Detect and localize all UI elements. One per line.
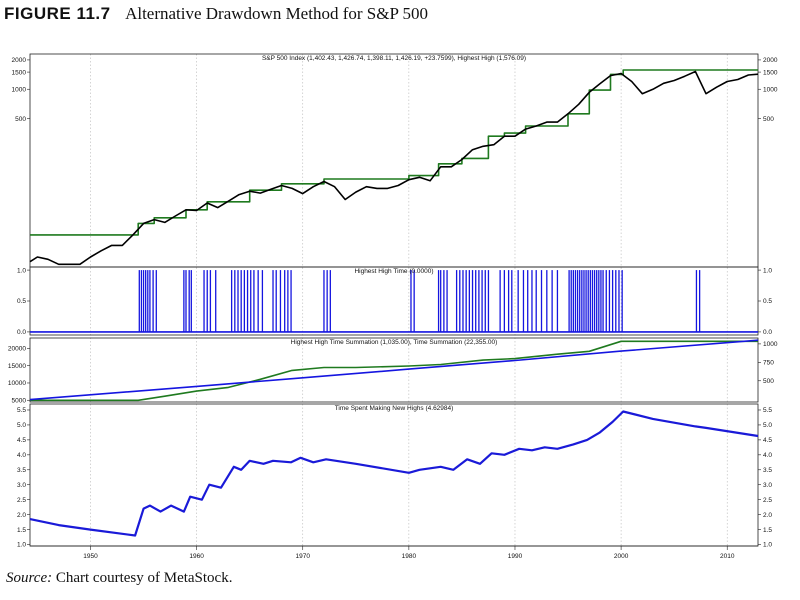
tsmnh-ylabel-right-3.5: 3.5 [763, 467, 772, 474]
x-label-1960: 1960 [189, 553, 204, 560]
source-prefix: Source: [6, 570, 53, 586]
tsmnh-ylabel-right-1.5: 1.5 [763, 527, 772, 534]
tsmnh-ylabel-left-1.0: 1.0 [17, 542, 26, 549]
tsmnh-ylabel-right-2.0: 2.0 [763, 512, 772, 519]
panel-frame-1 [29, 53, 759, 268]
hht-ylabel-left-0.5: 0.5 [17, 298, 26, 305]
sum2-ylabel-right-1000: 1000 [763, 341, 778, 348]
tsmnh-ylabel-right-4.5: 4.5 [763, 437, 772, 444]
sum-ylabel-left-10000: 10000 [8, 380, 26, 387]
x-label-1990: 1990 [508, 553, 523, 560]
hht-ylabel-right-1.0: 1.0 [763, 267, 772, 274]
price-ylabel-right-500: 500 [763, 116, 774, 123]
tsmnh-ylabel-right-2.5: 2.5 [763, 497, 772, 504]
chart-area: 500 500 1000 1000 1500 1500 2000 2000 S&P 500 In… [0, 44, 800, 562]
tsmnh-ylabel-left-2.0: 2.0 [17, 512, 26, 519]
sum2-ylabel-right-500: 500 [763, 378, 774, 385]
sum-ylabel-left-5000: 5000 [12, 397, 27, 404]
tsmnh-ylabel-left-2.5: 2.5 [17, 497, 26, 504]
panel-frame-3 [29, 337, 759, 403]
price-ylabel-left-2000: 2000 [12, 57, 27, 64]
source-note: Source: Chart courtesy of MetaStock. [6, 570, 232, 587]
tsmnh-ylabel-left-5.5: 5.5 [17, 407, 26, 414]
panel3-title: Highest High Time Summation (1,035.00), … [291, 339, 498, 346]
sp500-index-line [29, 70, 759, 266]
metastock-chart: 500 500 1000 1000 1500 1500 2000 2000 S&P 500 In… [8, 53, 778, 560]
panel2-title: Highest High Time (0.0000) [354, 268, 433, 275]
tsmnh-ylabel-left-4.5: 4.5 [17, 437, 26, 444]
tsmnh-ylabel-right-1.0: 1.0 [763, 542, 772, 549]
tsmnh-ylabel-right-5.0: 5.0 [763, 422, 772, 429]
tsmnh-ylabel-left-3.5: 3.5 [17, 467, 26, 474]
x-label-1950: 1950 [83, 553, 98, 560]
time-summation-line [29, 339, 759, 401]
x-label-1970: 1970 [296, 553, 311, 560]
sum-ylabel-left-20000: 20000 [8, 346, 26, 353]
price-ylabel-left-500: 500 [15, 116, 26, 123]
tsmnh-ylabel-left-4.0: 4.0 [17, 452, 26, 459]
x-label-2000: 2000 [614, 553, 629, 560]
price-ylabel-left-1000: 1000 [12, 86, 27, 93]
source-text: Chart courtesy of MetaStock. [55, 570, 233, 586]
tsmnh-ylabel-right-5.5: 5.5 [763, 407, 772, 414]
x-label-2010: 2010 [720, 553, 735, 560]
hht-ylabel-left-0.0: 0.0 [17, 329, 26, 336]
price-ylabel-right-1000: 1000 [763, 86, 778, 93]
price-ylabel-left-1500: 1500 [12, 69, 27, 76]
figure-header: FIGURE 11.7 Alternative Drawdown Method … [4, 4, 428, 26]
time-spent-new-highs-line [29, 410, 759, 537]
x-label-1980: 1980 [402, 553, 417, 560]
price-ylabel-right-1500: 1500 [763, 69, 778, 76]
hht-ylabel-right-0.5: 0.5 [763, 298, 772, 305]
tsmnh-ylabel-right-4.0: 4.0 [763, 452, 772, 459]
sum2-ylabel-right-750: 750 [763, 360, 774, 367]
tsmnh-ylabel-right-3.0: 3.0 [763, 482, 772, 489]
hht-ylabel-right-0.0: 0.0 [763, 329, 772, 336]
price-ylabel-right-2000: 2000 [763, 57, 778, 64]
tsmnh-ylabel-left-1.5: 1.5 [17, 527, 26, 534]
panel1-title: S&P 500 Index (1,402.43, 1,426.74, 1,398… [262, 55, 526, 62]
figure-label: FIGURE 11.7 [4, 4, 111, 23]
highest-high-time-summation-line [30, 340, 758, 402]
hht-ylabel-left-1.0: 1.0 [17, 267, 26, 274]
panel4-title: Time Spent Making New Highs (4.62984) [335, 405, 454, 412]
tsmnh-ylabel-left-3.0: 3.0 [17, 482, 26, 489]
sum-ylabel-left-15000: 15000 [8, 363, 26, 370]
tsmnh-ylabel-left-5.0: 5.0 [17, 422, 26, 429]
figure-title: Alternative Drawdown Method for S&P 500 [125, 4, 429, 23]
highest-high-line [30, 69, 758, 236]
